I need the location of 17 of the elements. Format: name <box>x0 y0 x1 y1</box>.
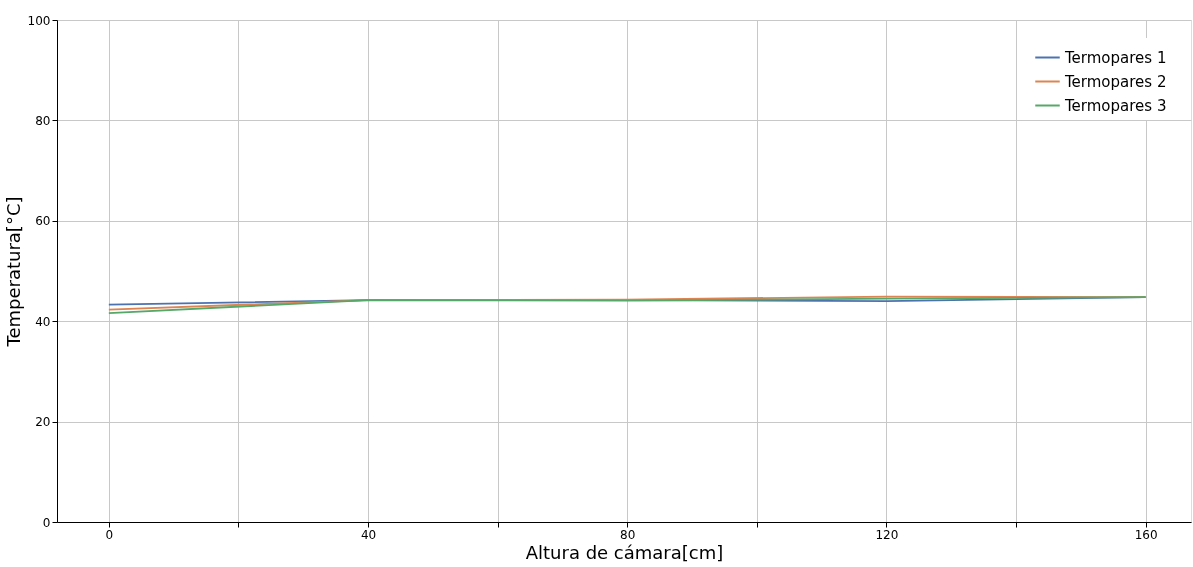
y-tick-label: 100 <box>27 13 51 28</box>
x-tick-label: 160 <box>1134 527 1158 542</box>
x-tick-label: 80 <box>620 527 636 542</box>
y-axis-title: Temperatura[°C] <box>2 196 24 348</box>
x-tick-label: 120 <box>875 527 899 542</box>
legend-label: Termopares 3 <box>1064 96 1167 115</box>
y-tick-label: 0 <box>42 515 51 530</box>
legend-label: Termopares 2 <box>1064 72 1167 91</box>
y-tick-label: 60 <box>35 214 51 229</box>
y-tick-label: 20 <box>35 415 51 430</box>
x-tick-label: 40 <box>360 527 377 542</box>
y-tick-label: 40 <box>35 314 51 329</box>
legend-label: Termopares 1 <box>1064 48 1167 67</box>
line-series <box>107 296 1147 315</box>
x-axis-title: Altura de cámara[cm] <box>525 541 724 563</box>
y-tick-label: 80 <box>35 113 51 128</box>
x-tick-label: 0 <box>105 527 114 542</box>
